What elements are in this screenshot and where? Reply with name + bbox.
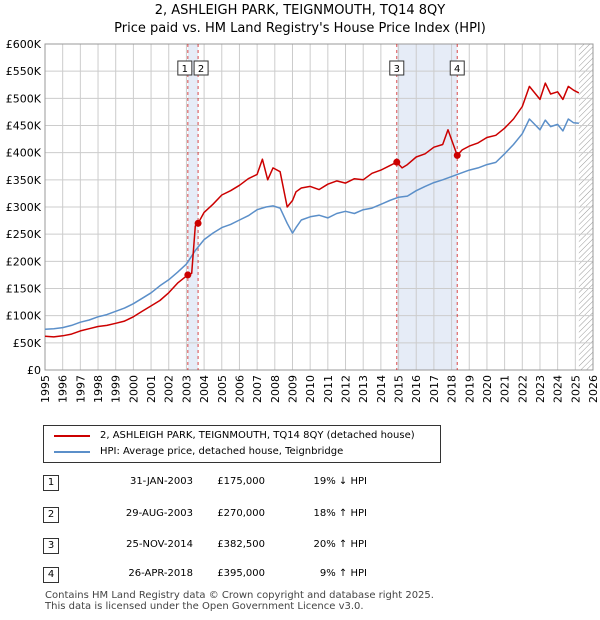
sale-label-text: 3 xyxy=(394,64,400,75)
y-tick-label: £450K xyxy=(6,120,42,133)
x-tick-label: 2016 xyxy=(410,375,423,403)
x-tick-label: 2021 xyxy=(499,375,512,403)
footer-line-license: This data is licensed under the Open Gov… xyxy=(45,601,364,612)
y-tick-label: £200K xyxy=(6,255,42,268)
x-tick-label: 2013 xyxy=(357,375,370,403)
sale-row: 3 25-NOV-2014 £382,500 20% ↑ HPI xyxy=(43,538,443,556)
sale-number-badge: 2 xyxy=(43,507,59,523)
x-tick-label: 2018 xyxy=(446,375,459,403)
price-series-line xyxy=(44,82,580,338)
sale-row: 4 26-APR-2018 £395,000 9% ↑ HPI xyxy=(43,567,443,585)
y-tick-label: £400K xyxy=(6,147,42,160)
sale-point xyxy=(393,158,401,166)
sale-price: £395,000 xyxy=(217,568,265,579)
x-tick-label: 2008 xyxy=(269,375,282,403)
sale-row: 1 31-JAN-2003 £175,000 19% ↓ HPI xyxy=(43,475,443,493)
x-tick-label: 1997 xyxy=(74,375,87,403)
plot-frame xyxy=(44,43,594,371)
chart-subtitle: Price paid vs. HM Land Registry's House … xyxy=(114,21,486,36)
legend-swatch-price xyxy=(54,435,90,437)
y-tick-label: £150K xyxy=(6,283,42,296)
x-tick-label: 2022 xyxy=(516,375,529,403)
sale-price: £382,500 xyxy=(217,539,265,550)
sale-label-text: 4 xyxy=(454,64,460,75)
legend-label-price: 2, ASHLEIGH PARK, TEIGNMOUTH, TQ14 8QY (… xyxy=(100,430,415,441)
sale-hpi-diff: 18% ↑ HPI xyxy=(313,508,367,519)
x-tick-label: 2017 xyxy=(428,375,441,403)
y-tick-label: £50K xyxy=(13,337,42,350)
sale-label-box xyxy=(193,60,209,76)
x-tick-label: 2019 xyxy=(463,375,476,403)
x-tick-label: 2020 xyxy=(481,375,494,403)
y-tick-label: £600K xyxy=(6,38,42,51)
sale-row: 2 29-AUG-2003 £270,000 18% ↑ HPI xyxy=(43,507,443,525)
y-tick-label: £250K xyxy=(6,228,42,241)
sale-date: 31-JAN-2003 xyxy=(129,476,193,487)
x-tick-label: 2002 xyxy=(163,375,176,403)
sale-date: 25-NOV-2014 xyxy=(126,539,193,550)
x-tick-label: 2005 xyxy=(216,375,229,403)
sale-point xyxy=(194,219,202,227)
x-tick-label: 2007 xyxy=(251,375,264,403)
x-tick-label: 2006 xyxy=(233,375,246,403)
x-tick-label: 2025 xyxy=(569,375,582,403)
x-tick-label: 2004 xyxy=(198,375,211,403)
sale-hpi-diff: 19% ↓ HPI xyxy=(313,476,367,487)
x-tick-label: 2024 xyxy=(552,375,565,403)
y-tick-label: £500K xyxy=(6,92,42,105)
sale-label-box xyxy=(177,60,193,76)
x-tick-label: 2001 xyxy=(145,375,158,403)
sale-label-text: 2 xyxy=(198,64,204,75)
footer-line-copyright: Contains HM Land Registry data © Crown c… xyxy=(45,590,434,601)
y-tick-label: £300K xyxy=(6,201,42,214)
y-tick-label: £350K xyxy=(6,174,42,187)
sale-point xyxy=(453,151,461,159)
sale-label-box xyxy=(389,60,405,76)
x-tick-label: 2010 xyxy=(304,375,317,403)
sale-date: 26-APR-2018 xyxy=(128,568,193,579)
x-tick-label: 2000 xyxy=(127,375,140,403)
sale-price: £270,000 xyxy=(217,508,265,519)
sale-number-badge: 1 xyxy=(43,475,59,491)
x-tick-label: 2011 xyxy=(322,375,335,403)
chart-legend: 2, ASHLEIGH PARK, TEIGNMOUTH, TQ14 8QY (… xyxy=(43,425,441,463)
sale-point xyxy=(184,271,192,279)
x-tick-label: 2014 xyxy=(375,375,388,403)
hpi-series-line xyxy=(44,118,579,331)
sale-label-box xyxy=(449,60,465,76)
x-tick-label: 1998 xyxy=(92,375,105,403)
y-tick-label: £100K xyxy=(6,310,42,323)
chart-title: 2, ASHLEIGH PARK, TEIGNMOUTH, TQ14 8QY xyxy=(154,3,446,18)
x-tick-label: 1996 xyxy=(57,375,70,403)
y-tick-label: £550K xyxy=(6,65,42,78)
price-chart: 1 2 3 4 £0 £50K £100K £150K £200K £250K £300K £350K… xyxy=(6,38,600,403)
legend-label-hpi: HPI: Average price, detached house, Teig… xyxy=(100,446,344,457)
x-tick-label: 2023 xyxy=(534,375,547,403)
footer-attribution: Contains HM Land Registry data © Crown c… xyxy=(45,590,434,612)
sale-hpi-diff: 9% ↑ HPI xyxy=(319,568,367,579)
legend-swatch-hpi xyxy=(54,451,90,453)
sale-label-text: 1 xyxy=(182,64,188,75)
x-tick-label: 2015 xyxy=(393,375,406,403)
x-tick-label: 2012 xyxy=(340,375,353,403)
x-tick-label: 1995 xyxy=(39,375,52,403)
x-tick-label: 1999 xyxy=(110,375,123,403)
y-tick-label: £0 xyxy=(27,364,41,377)
x-tick-label: 2003 xyxy=(180,375,193,403)
sale-number-badge: 3 xyxy=(43,538,59,554)
x-tick-label: 2026 xyxy=(587,375,600,403)
sale-number-badge: 4 xyxy=(43,567,59,583)
sale-date: 29-AUG-2003 xyxy=(125,508,193,519)
sale-hpi-diff: 20% ↑ HPI xyxy=(313,539,367,550)
x-tick-label: 2009 xyxy=(286,375,299,403)
sale-price: £175,000 xyxy=(217,476,265,487)
